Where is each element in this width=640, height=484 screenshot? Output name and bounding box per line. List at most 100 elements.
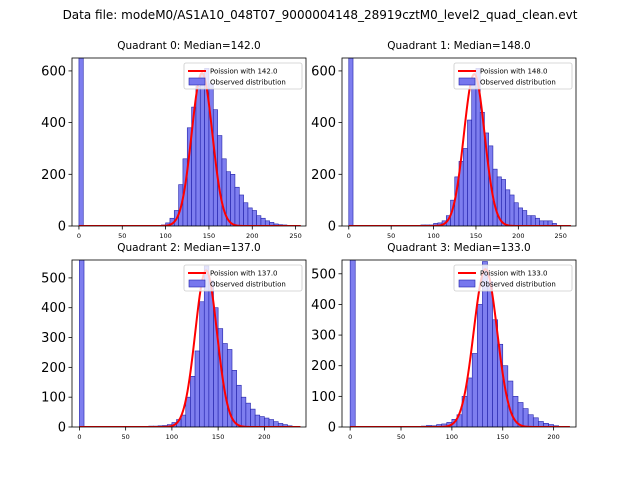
quadrant-0-bar xyxy=(244,203,248,226)
quadrant-2-bar xyxy=(195,351,200,427)
quadrant-3-bar xyxy=(472,353,477,427)
quadrant-3-y-tick-label: 200 xyxy=(311,359,336,374)
quadrant-2-legend-bar-label: Observed distribution xyxy=(210,281,286,289)
quadrant-1-legend-bar-swatch xyxy=(459,78,475,85)
quadrant-0-bar xyxy=(235,187,239,226)
quadrant-2-y-tick-label: 400 xyxy=(41,301,66,316)
quadrant-2-bar xyxy=(269,420,274,427)
quadrant-1-bar xyxy=(472,79,476,226)
quadrant-2-bar xyxy=(190,376,195,427)
quadrant-0-legend-bar-swatch xyxy=(189,78,205,85)
quadrant-3-legend-bar-swatch xyxy=(459,280,475,287)
quadrant-0-bar xyxy=(248,208,252,226)
quadrant-0-x-tick-label: 50 xyxy=(118,232,126,240)
figure-title: Data file: modeM0/AS1A10_048T07_90000041… xyxy=(0,8,640,22)
quadrant-0-legend-line-label: Poission with 142.0 xyxy=(210,68,278,76)
quadrant-2-y-tick-label: 200 xyxy=(41,361,66,376)
quadrant-3-bar xyxy=(350,260,355,427)
quadrant-1-bar xyxy=(535,218,539,226)
quadrant-1-y-tick-label: 400 xyxy=(311,116,336,131)
quadrant-3-x-tick-label: 200 xyxy=(547,433,559,441)
quadrant-1-bar xyxy=(467,120,471,226)
quadrant-3-y-tick-label: 300 xyxy=(311,329,336,344)
quadrant-0-x-tick-label: 250 xyxy=(289,232,301,240)
quadrant-2-y-tick-label: 300 xyxy=(41,331,66,346)
quadrant-0-bar xyxy=(79,58,83,226)
quadrant-2-x-tick-label: 200 xyxy=(258,433,270,441)
quadrant-2-y-tick-label: 100 xyxy=(41,391,66,406)
quadrant-2-legend-bar-swatch xyxy=(189,280,205,287)
quadrant-2-x-tick-label: 150 xyxy=(212,433,224,441)
quadrant-1-bar xyxy=(510,195,514,226)
quadrant-2-bar xyxy=(246,403,251,427)
quadrant-1-x-tick-label: 100 xyxy=(427,232,439,240)
quadrant-2-legend-line-label: Poission with 137.0 xyxy=(210,270,278,278)
quadrant-3-bar xyxy=(487,281,492,427)
quadrant-3-x-tick-label: 100 xyxy=(446,433,458,441)
quadrant-1-bar xyxy=(349,58,353,226)
quadrant-2-x-tick-label: 0 xyxy=(77,433,81,441)
quadrant-2-bar xyxy=(251,409,256,427)
quadrant-2-bar xyxy=(237,385,242,427)
quadrant-3-legend-line-label: Poission with 133.0 xyxy=(480,270,548,278)
quadrant-3-poisson-line xyxy=(350,269,570,427)
quadrant-3-x-tick-label: 0 xyxy=(348,433,352,441)
quadrant-3-bar xyxy=(528,415,533,427)
quadrant-1-bar xyxy=(531,216,535,226)
quadrant-0-bar xyxy=(239,195,243,226)
quadrant-3-title: Quadrant 3: Median=133.0 xyxy=(387,242,530,254)
quadrant-2-bar xyxy=(241,397,246,427)
quadrant-0-title: Quadrant 0: Median=142.0 xyxy=(117,40,260,52)
quadrant-2-bar xyxy=(200,302,205,427)
quadrant-0-x-tick-label: 200 xyxy=(246,232,258,240)
quadrant-0-panel: 0 50 100 150 200 250 0 200 400 600 Quadrant 0: Med… xyxy=(41,40,306,240)
quadrant-1-bar xyxy=(514,203,518,226)
quadrant-0-bar xyxy=(200,74,204,226)
quadrant-3-x-tick-label: 150 xyxy=(497,433,509,441)
quadrant-2-bar xyxy=(255,415,260,427)
quadrant-0-y-tick-label: 0 xyxy=(58,220,66,235)
quadrant-1-title: Quadrant 1: Median=148.0 xyxy=(387,40,530,52)
quadrant-1-y-tick-label: 600 xyxy=(311,64,336,79)
quadrant-2-x-tick-label: 100 xyxy=(166,433,178,441)
quadrant-2-bar xyxy=(264,418,269,427)
quadrant-3-y-tick-label: 500 xyxy=(311,267,336,282)
quadrant-1-y-tick-label: 200 xyxy=(311,168,336,183)
quadrant-2-bar xyxy=(260,417,265,427)
quadrant-1-bar xyxy=(506,190,510,226)
quadrant-0-x-tick-label: 150 xyxy=(203,232,215,240)
quadrant-1-x-tick-label: 250 xyxy=(555,232,567,240)
quadrant-3-bar xyxy=(533,418,538,427)
quadrant-0-x-tick-label: 100 xyxy=(159,232,171,240)
quadrant-1-bar xyxy=(518,208,522,226)
quadrant-1-bar xyxy=(501,179,505,226)
quadrant-0-bar xyxy=(257,216,261,226)
quadrant-0-y-tick-label: 200 xyxy=(41,168,66,183)
quadrant-3-bar xyxy=(467,378,472,427)
quadrant-0-bar xyxy=(196,86,200,226)
quadrant-1-x-tick-label: 200 xyxy=(512,232,524,240)
quadrant-0-y-tick-label: 400 xyxy=(41,116,66,131)
quadrant-0-y-tick-label: 600 xyxy=(41,64,66,79)
quadrant-2-bar xyxy=(79,260,84,427)
quadrant-1-legend-line-label: Poission with 148.0 xyxy=(480,68,548,76)
quadrant-3-y-tick-label: 0 xyxy=(328,421,336,436)
quadrant-3-bar xyxy=(477,304,482,427)
quadrant-0-bar xyxy=(231,174,235,226)
quadrant-1-x-tick-label: 0 xyxy=(347,232,351,240)
quadrant-1-bar xyxy=(527,216,531,226)
quadrant-3-y-tick-label: 100 xyxy=(311,390,336,405)
quadrant-1-legend-bar-label: Observed distribution xyxy=(480,79,556,87)
quadrant-3-legend-bar-label: Observed distribution xyxy=(480,281,556,289)
quadrant-2-y-tick-label: 0 xyxy=(58,421,66,436)
quadrant-3-bar xyxy=(523,409,528,427)
quadrant-1-bar xyxy=(523,210,527,226)
quadrant-0-bar xyxy=(252,210,256,226)
quadrant-2-y-tick-label: 500 xyxy=(41,271,66,286)
quadrant-3-x-tick-label: 50 xyxy=(397,433,405,441)
quadrant-0-x-tick-label: 0 xyxy=(77,232,81,240)
